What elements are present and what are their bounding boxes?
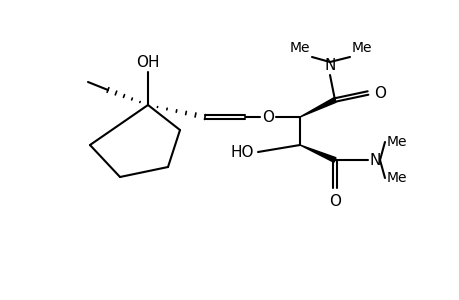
Text: HO: HO <box>230 145 253 160</box>
Text: Me: Me <box>386 171 407 185</box>
Text: Me: Me <box>289 41 309 55</box>
Text: Me: Me <box>351 41 372 55</box>
Text: OH: OH <box>136 55 159 70</box>
Text: N: N <box>369 152 381 167</box>
Polygon shape <box>299 98 336 117</box>
Text: O: O <box>262 110 274 124</box>
Text: O: O <box>373 85 385 100</box>
Text: Me: Me <box>386 135 407 149</box>
Text: O: O <box>328 194 340 209</box>
Text: N: N <box>324 58 335 73</box>
Polygon shape <box>299 145 335 162</box>
